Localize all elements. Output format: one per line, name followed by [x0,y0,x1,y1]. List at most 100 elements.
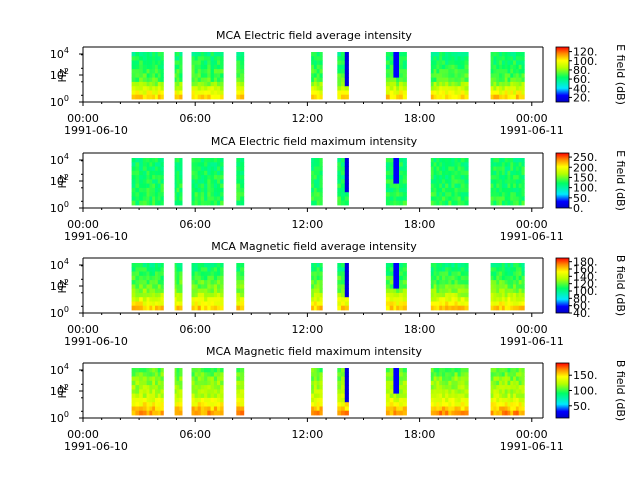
spectrogram-cell [311,73,315,79]
spectrogram-cell [496,162,500,167]
spectrogram-cell [146,271,150,277]
spectrogram-cell [464,60,469,66]
spectrogram-cell [457,397,462,403]
spectrogram-cell [200,52,205,57]
spectrogram-cell [146,263,150,268]
spectrogram-cell [213,64,218,70]
spectrogram-cell [213,380,218,386]
spectrogram-cell [518,64,522,70]
spectrogram-cell [464,280,469,285]
spectrogram-cell [451,94,455,100]
spectrogram-cell [197,86,202,91]
spectrogram-cell [157,288,161,294]
spectrogram-cell [460,402,465,407]
spectrogram-cell [160,52,164,57]
y-tick-base: 10 [50,48,64,61]
spectrogram-cell [445,192,449,197]
spectrogram-cell [311,389,315,395]
spectrogram-cell [389,60,394,66]
spectrogram-cell [460,64,465,70]
spectrogram-cell [442,275,446,281]
spectrogram-cell [204,301,208,307]
spectrogram-cell [507,406,511,412]
spectrogram-cell [191,385,195,390]
spectrogram-cell [396,64,400,70]
y-tick-exponent: 0 [64,305,69,314]
spectrogram-cell [439,86,443,91]
spectrogram-cell [399,284,404,290]
y-tick-exponent: 2 [64,67,69,76]
spectrogram-cell [176,77,180,83]
spectrogram-cell [442,397,446,403]
spectrogram-cell [194,162,199,167]
spectrogram-cell [131,170,136,176]
spectrogram-cell [433,305,437,311]
spectrogram-cell [448,284,452,290]
spectrogram-cell [207,73,211,79]
spectrogram-cell [510,372,514,377]
spectrogram-cell [220,162,224,167]
spectrogram-cell [490,280,494,285]
spectrogram-cell [146,372,150,377]
spectrogram-cell [445,94,449,100]
spectrogram-cell [490,69,494,74]
spectrogram-cell [393,284,397,290]
spectrogram-cell [316,271,320,277]
spectrogram-cell [197,200,202,206]
spectrogram-cell [236,297,241,302]
spectrogram-cell [316,301,320,307]
spectrogram-cell [457,267,462,272]
spectrogram-cell [236,280,241,285]
spectrogram-cell [319,60,323,66]
spectrogram-cell [157,284,161,290]
spectrogram-cell [204,389,208,395]
spectrogram-cell [142,77,147,83]
spectrogram-cell [445,187,449,193]
spectrogram-cell [191,81,195,87]
spectrogram-cell [135,397,140,403]
spectrogram-cell [176,170,180,176]
spectrogram-cell [385,376,390,382]
spectrogram-cell [493,73,497,79]
spectrogram-cell [501,69,506,74]
spectrogram-cell [399,301,404,307]
spectrogram-cell [191,175,195,180]
spectrogram-cell [445,305,449,311]
spectrogram-cell [493,90,497,96]
y-tick-exponent: 0 [64,200,69,209]
spectrogram-cell [240,183,245,189]
spectrogram-cell [207,284,211,290]
spectrogram-cell [396,271,400,277]
spectrogram-cell [460,393,465,399]
spectrogram-cell [240,368,245,373]
spectrogram-cell [507,402,511,407]
spectrogram-cell [142,275,147,281]
spectrogram-cell [155,385,159,390]
spectrogram-cell [204,372,208,377]
spectrogram-cell [313,275,318,281]
spectrogram-cell [399,297,404,302]
spectrogram-cell [204,288,208,294]
spectrogram-cell [396,170,400,176]
spectrogram-cell [139,90,144,96]
spectrogram-cell [236,175,241,180]
spectrogram-cell [131,77,136,83]
spectrogram-cell [393,56,397,61]
colorbar [555,257,570,314]
spectrogram-cell [341,380,346,386]
spectrogram-cell [439,192,443,197]
spectrogram-cell [399,376,404,382]
spectrogram-cell [454,200,458,206]
spectrogram-cell [176,175,180,180]
spectrogram-cell [501,187,506,193]
spectrogram-cell [146,284,150,290]
spectrogram-cell [220,81,224,87]
spectrogram-cell [518,77,522,83]
spectrogram-cell [149,200,153,206]
spectrogram-cell [493,64,497,70]
spectrogram-cell [313,81,318,87]
spectrogram-cell [433,280,437,285]
spectrogram-cell [204,406,208,412]
spectrogram-cell [197,380,202,386]
spectrogram-cell [213,187,218,193]
